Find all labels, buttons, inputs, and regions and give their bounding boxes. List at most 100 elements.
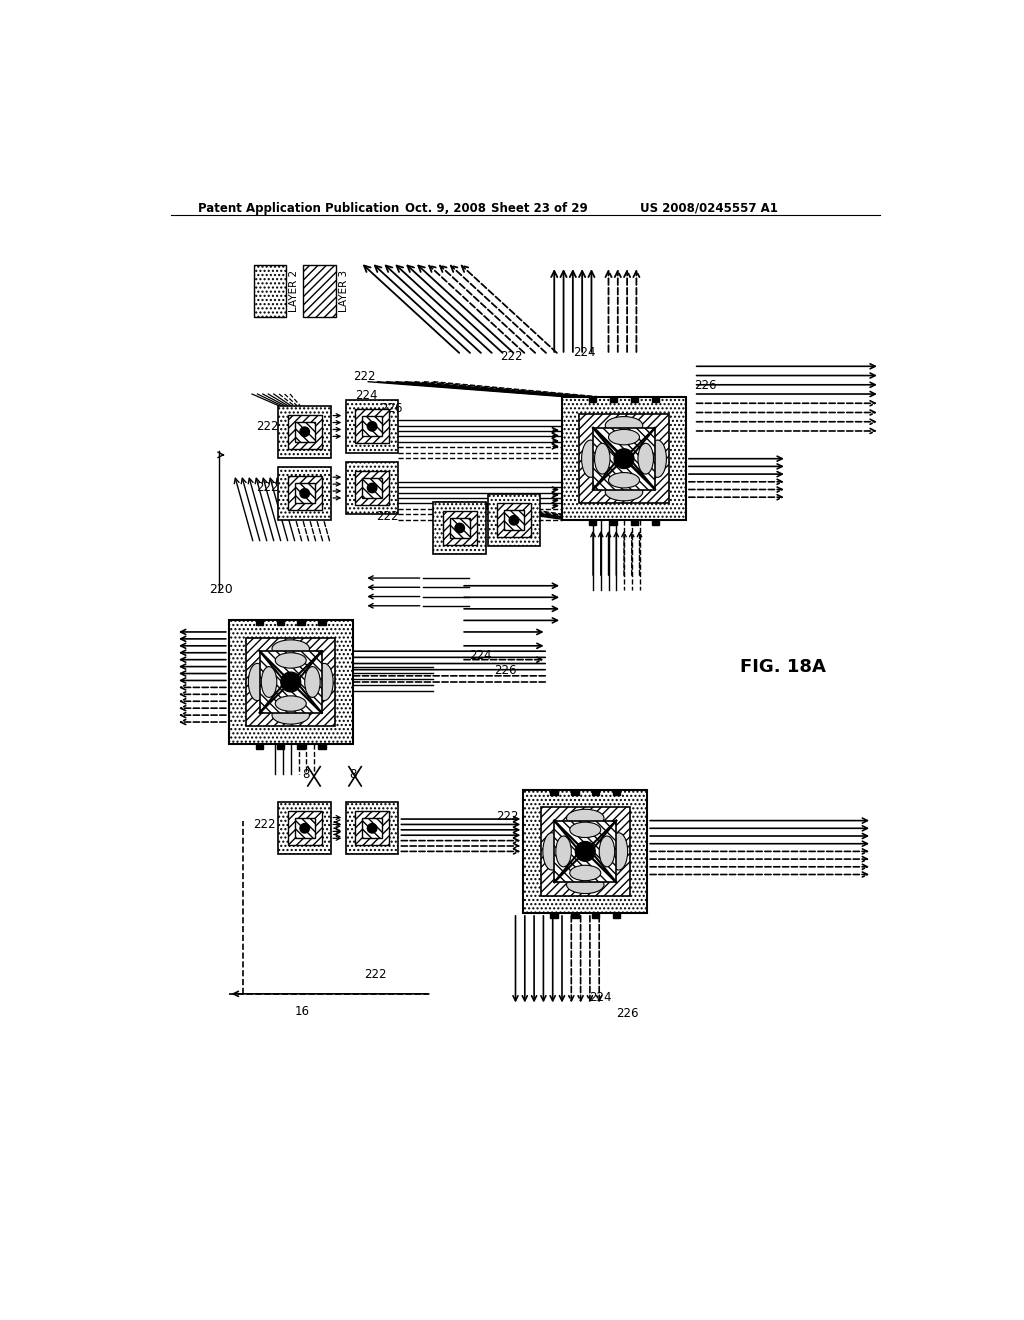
Text: 222: 222 bbox=[376, 510, 398, 523]
Bar bbox=[550, 913, 558, 917]
Circle shape bbox=[614, 449, 634, 469]
Ellipse shape bbox=[543, 833, 561, 870]
Bar bbox=[288, 477, 322, 511]
Ellipse shape bbox=[582, 440, 599, 478]
Text: 220: 220 bbox=[209, 583, 233, 597]
Bar bbox=[288, 812, 322, 845]
Text: LAYER 2: LAYER 2 bbox=[289, 269, 299, 312]
Bar bbox=[297, 743, 305, 748]
Bar bbox=[254, 265, 286, 317]
Bar bbox=[487, 494, 541, 546]
Text: 226: 226 bbox=[380, 403, 402, 416]
Circle shape bbox=[509, 516, 519, 525]
Ellipse shape bbox=[272, 706, 309, 725]
Bar bbox=[297, 620, 305, 626]
Ellipse shape bbox=[305, 667, 321, 697]
Circle shape bbox=[300, 428, 309, 437]
Text: 226: 226 bbox=[494, 664, 516, 677]
Bar bbox=[260, 651, 322, 713]
Ellipse shape bbox=[566, 875, 604, 894]
Ellipse shape bbox=[566, 809, 604, 828]
Ellipse shape bbox=[648, 440, 667, 478]
Bar bbox=[256, 743, 263, 748]
Bar bbox=[279, 405, 331, 458]
Circle shape bbox=[281, 672, 301, 692]
Text: LAYER 3: LAYER 3 bbox=[339, 269, 349, 312]
Bar bbox=[288, 414, 322, 449]
Bar bbox=[346, 400, 398, 453]
Bar bbox=[362, 478, 382, 498]
Bar bbox=[279, 803, 331, 854]
Ellipse shape bbox=[608, 429, 640, 445]
Ellipse shape bbox=[595, 444, 610, 474]
Text: 224: 224 bbox=[355, 389, 378, 403]
Text: 226: 226 bbox=[693, 379, 716, 392]
Bar bbox=[295, 483, 314, 503]
Circle shape bbox=[368, 483, 377, 492]
Bar bbox=[541, 807, 630, 896]
Bar bbox=[550, 789, 558, 795]
Bar bbox=[362, 818, 382, 838]
Bar bbox=[318, 620, 326, 626]
Bar bbox=[228, 620, 352, 743]
Bar bbox=[610, 397, 617, 403]
Text: 8: 8 bbox=[302, 768, 309, 781]
Bar bbox=[631, 520, 638, 525]
Text: 222: 222 bbox=[254, 818, 276, 832]
Text: 8: 8 bbox=[349, 768, 356, 781]
Bar bbox=[303, 265, 336, 317]
Text: Oct. 9, 2008: Oct. 9, 2008 bbox=[406, 202, 486, 215]
Text: 224: 224 bbox=[469, 648, 492, 661]
Bar bbox=[631, 397, 638, 403]
Circle shape bbox=[368, 421, 377, 432]
Bar bbox=[276, 743, 284, 748]
Bar bbox=[256, 620, 263, 626]
Bar bbox=[450, 517, 470, 539]
Bar bbox=[592, 913, 599, 917]
Text: 222: 222 bbox=[352, 370, 375, 383]
Text: 16: 16 bbox=[295, 1005, 309, 1018]
Text: 224: 224 bbox=[573, 346, 596, 359]
Circle shape bbox=[455, 523, 465, 533]
Bar bbox=[246, 638, 336, 726]
Ellipse shape bbox=[599, 836, 614, 867]
Bar bbox=[612, 789, 621, 795]
Text: Patent Application Publication: Patent Application Publication bbox=[198, 202, 399, 215]
Ellipse shape bbox=[556, 836, 571, 867]
Bar bbox=[355, 409, 389, 444]
Bar bbox=[554, 821, 616, 882]
Text: 226: 226 bbox=[616, 1007, 639, 1019]
Bar bbox=[610, 520, 617, 525]
Bar bbox=[651, 397, 659, 403]
Bar bbox=[592, 789, 599, 795]
Bar bbox=[355, 812, 389, 845]
Bar bbox=[589, 520, 596, 525]
Circle shape bbox=[368, 824, 377, 833]
Bar bbox=[362, 416, 382, 437]
Ellipse shape bbox=[272, 640, 309, 657]
Text: 222: 222 bbox=[256, 420, 279, 433]
Ellipse shape bbox=[315, 664, 333, 701]
Ellipse shape bbox=[605, 483, 643, 500]
Text: US 2008/0245557 A1: US 2008/0245557 A1 bbox=[640, 202, 777, 215]
Text: 222: 222 bbox=[365, 968, 387, 981]
Bar bbox=[571, 789, 579, 795]
Ellipse shape bbox=[249, 664, 266, 701]
Bar bbox=[612, 913, 621, 917]
Bar bbox=[346, 803, 398, 854]
Bar bbox=[355, 471, 389, 506]
Bar bbox=[346, 462, 398, 515]
Circle shape bbox=[575, 842, 595, 861]
Ellipse shape bbox=[569, 866, 601, 880]
Bar bbox=[504, 511, 524, 531]
Bar bbox=[442, 511, 477, 545]
Bar bbox=[562, 397, 686, 520]
Bar bbox=[497, 503, 531, 537]
Text: 222: 222 bbox=[256, 482, 279, 495]
Bar bbox=[433, 502, 486, 554]
Bar bbox=[295, 818, 314, 838]
Text: 224: 224 bbox=[589, 991, 611, 1005]
Ellipse shape bbox=[610, 833, 628, 870]
Bar bbox=[589, 397, 596, 403]
Circle shape bbox=[300, 488, 309, 498]
